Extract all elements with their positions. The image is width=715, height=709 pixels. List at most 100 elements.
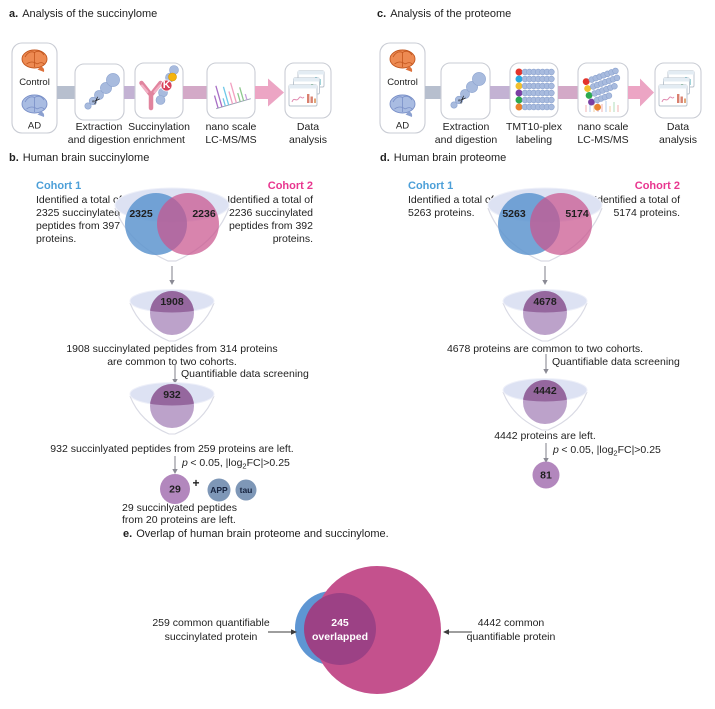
step-label: TMT10-plex [506, 121, 563, 133]
cohort1-line: 5263 proteins. [408, 207, 475, 219]
spectrum-icon [213, 82, 251, 110]
succinylation-enrichment-icon: K [134, 62, 184, 119]
overlap-venn-e: 245 overlapped 259 common quantifiable s… [152, 566, 556, 694]
down-arrow [172, 364, 178, 384]
cohort1-line: peptides from 397 [36, 220, 120, 232]
stage2-count: 4678 [533, 296, 557, 308]
step-label: Extraction [76, 121, 123, 133]
stage3-caption: 4442 proteins are left. [494, 430, 596, 442]
screening-label: Quantifiable data screening [552, 356, 680, 368]
tau-circle [235, 479, 257, 501]
result-count: 29 [169, 484, 181, 496]
right-label: quantifiable protein [467, 631, 556, 643]
flow-arrow [628, 78, 654, 107]
cohort1-line: proteins. [36, 233, 76, 245]
flow-arrow [255, 78, 284, 107]
connector-band [558, 86, 578, 99]
connector-band [183, 86, 207, 99]
result-caption: from 20 proteins are left. [122, 514, 236, 526]
result-circle [160, 474, 190, 504]
connector-band [124, 86, 135, 99]
labeled-peptides-icon [582, 67, 621, 111]
venn-left-count: 2325 [129, 208, 153, 220]
extraction-step-icon [74, 63, 125, 121]
cohort2-line: 2236 succinylated [229, 207, 313, 219]
step-label: nano scale [206, 121, 257, 133]
stage2-caption: are common to two cohorts. [107, 356, 237, 368]
step-label: Succinylation [128, 121, 190, 133]
cohort2-line: Identified a total of [594, 194, 680, 206]
step-label: analysis [659, 134, 697, 146]
result-caption: 29 succinlyated peptides [122, 502, 237, 514]
filter-criteria: p < 0.05, |log2FC|>0.25 [552, 444, 661, 458]
step-label: nano scale [578, 121, 629, 133]
down-arrow [172, 456, 178, 474]
result-count: 81 [540, 470, 552, 482]
step-label: analysis [289, 134, 327, 146]
venn-right-count: 2236 [192, 208, 216, 220]
screening-label: Quantifiable data screening [181, 368, 309, 380]
tau-label: tau [240, 485, 253, 495]
overlap-circle [304, 593, 376, 665]
left-pointing-arrow [443, 629, 472, 635]
sample-box-a [11, 42, 58, 134]
venn-funnel-d: 5263 5174 [487, 187, 603, 262]
panel-e-title: e. Overlap of human brain proteome and su… [123, 528, 389, 540]
cohort2-line: peptides from 392 [229, 220, 313, 232]
stage3-caption: 932 succinlyated peptides from 259 prote… [50, 443, 293, 455]
plus-sign: + [192, 476, 199, 490]
panel-d-title: d. Human brain proteome [380, 152, 506, 164]
cohort1-name: Cohort 1 [36, 180, 81, 192]
flow-d: Cohort 1 Identified a total of 5263 prot… [408, 180, 680, 489]
stage3-funnel-b: 932 [130, 383, 214, 435]
step-label: Data [667, 121, 689, 133]
panel-b-title: b. Human brain succinylome [9, 152, 149, 164]
workflow-c: Extraction and digestion TMT10-plex labe… [379, 42, 702, 146]
cohort1-line: Identified a total of [408, 194, 494, 206]
sample-box-c [379, 42, 426, 134]
data-analysis-icon-c [654, 62, 702, 119]
succinyl-tag-dot [168, 72, 177, 82]
stage2-caption: 1908 succinylated peptides from 314 prot… [66, 343, 277, 355]
stage3-funnel-d: 4442 [503, 379, 587, 431]
overlap-word: overlapped [312, 631, 368, 643]
right-pointing-arrow [268, 629, 297, 635]
left-label: 259 common quantifiable [152, 617, 269, 629]
filter-criteria: p < 0.05, |log2FC|>0.25 [181, 457, 290, 471]
left-label: succinylated protein [165, 631, 258, 643]
step-label: LC-MS/MS [205, 134, 256, 146]
step-label: and digestion [435, 134, 498, 146]
venn-right-count: 5174 [565, 208, 589, 220]
cohort1-line: Identified a total of [36, 194, 122, 206]
connector-band [57, 86, 75, 99]
nano-lcms-icon-a [206, 62, 256, 119]
nano-lcms-icon-c [577, 62, 629, 118]
connector-band [425, 86, 441, 99]
stage3-count: 932 [163, 389, 181, 401]
step-label: and digestion [68, 134, 131, 146]
step-label: Extraction [443, 121, 490, 133]
result-circle [532, 461, 560, 489]
down-arrow [543, 443, 549, 463]
down-arrow [542, 266, 548, 285]
cohort2-line: proteins. [273, 233, 313, 245]
step-label: labeling [516, 134, 552, 146]
tmt-rows-icon [515, 68, 555, 111]
down-arrow [169, 266, 175, 285]
stage2-count: 1908 [160, 296, 184, 308]
data-analysis-icon-a [284, 62, 332, 119]
step-label: Data [297, 121, 319, 133]
result-group-b: 29 + APP tau [160, 474, 257, 504]
app-label: APP [210, 485, 228, 495]
lysine-k-badge [160, 79, 173, 92]
panel-c-title: c. Analysis of the proteome [377, 8, 511, 20]
cohort2-line: 5174 proteins. [613, 207, 680, 219]
cohort1-line: 2325 succinylated [36, 207, 120, 219]
stage2-funnel-d: 4678 [503, 290, 587, 342]
stage3-count: 4442 [533, 385, 557, 397]
cohort2-line: Identified a total of [227, 194, 313, 206]
stage2-caption: 4678 proteins are common to two cohorts. [447, 343, 643, 355]
connector-band [490, 86, 510, 99]
step-label: LC-MS/MS [577, 134, 628, 146]
